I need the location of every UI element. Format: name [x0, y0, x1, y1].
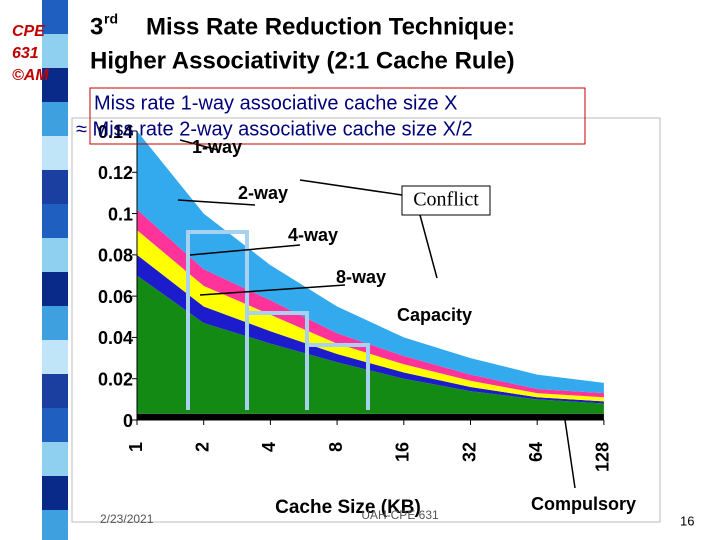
series-label: 1-way — [192, 137, 242, 157]
title: Miss Rate Reduction Technique: — [146, 13, 515, 40]
title: rd — [104, 11, 118, 27]
y-tick-label: 0.04 — [98, 328, 133, 348]
strip-block — [42, 272, 68, 306]
strip-block — [42, 102, 68, 136]
footer-date: 2/23/2021 — [100, 512, 154, 526]
arrows — [177, 139, 576, 489]
logo: CPE — [12, 23, 46, 40]
strip-block — [42, 0, 68, 34]
area — [137, 413, 604, 420]
y-tick-label: 0.14 — [98, 122, 133, 142]
subtitle: ≈ Miss rate 2-way associative cache size… — [76, 118, 473, 140]
title: 3 — [90, 13, 103, 40]
strip-block — [42, 170, 68, 204]
strip-block — [42, 68, 68, 102]
series-label: Compulsory — [531, 494, 636, 514]
x-tick-label: 16 — [393, 442, 413, 462]
y-tick-label: 0.06 — [98, 287, 133, 307]
y-tick-label: 0.12 — [98, 163, 133, 183]
x-tick-label: 1 — [126, 442, 146, 452]
rule-steps — [186, 230, 370, 410]
x-tick-label: 128 — [593, 442, 613, 472]
step — [186, 230, 249, 410]
x-tick-label: 64 — [526, 442, 546, 462]
arrow — [177, 199, 256, 206]
y-tick-label: 0.02 — [98, 369, 133, 389]
logo: 631 — [12, 45, 39, 62]
y-tick-label: 0.08 — [98, 246, 133, 266]
arrow — [419, 214, 438, 279]
strip-block — [42, 306, 68, 340]
subtitle-box — [89, 87, 586, 145]
arrow — [189, 244, 301, 256]
x-tick-label: 2 — [192, 442, 212, 452]
arrow — [299, 179, 403, 196]
arrow — [199, 284, 346, 296]
area — [137, 131, 604, 394]
step — [247, 311, 309, 410]
series-label: Capacity — [397, 305, 472, 325]
footer-course: UAH-CPE 631 — [361, 508, 439, 522]
area — [137, 230, 604, 402]
strip-block — [42, 136, 68, 170]
step — [307, 343, 370, 410]
subtitle: Miss rate 1-way associative cache size X — [94, 92, 457, 114]
strip-block — [42, 510, 68, 540]
title: Higher Associativity (2:1 Cache Rule) — [90, 47, 515, 74]
plot: 0 0.02 0.04 0.06 0.08 0.1 0.12 0.14 1 2 4 8 16 32 64 12… — [98, 122, 613, 472]
x-tick-label: 8 — [326, 442, 346, 452]
area — [137, 254, 604, 404]
conflict-label: Conflict — [413, 189, 479, 211]
x-tick-label: 32 — [459, 442, 479, 462]
logo: ©AM — [12, 67, 49, 84]
strip-block — [42, 204, 68, 238]
side-strip — [42, 0, 68, 540]
arrow — [564, 419, 576, 489]
strip-block — [42, 408, 68, 442]
strip-block — [42, 476, 68, 510]
page-number: 16 — [680, 513, 694, 528]
conflict-box — [401, 185, 491, 216]
area — [137, 275, 604, 414]
strip-block — [42, 340, 68, 374]
y-tick-label: 0.1 — [108, 204, 133, 224]
y-tick-label: 0 — [123, 411, 133, 431]
strip-block — [42, 238, 68, 272]
x-tick-label: 4 — [259, 442, 279, 452]
series-label: 4-way — [288, 225, 338, 245]
strip-block — [42, 34, 68, 68]
x-axis-label: Cache Size (KB) — [275, 497, 421, 518]
arrow — [179, 139, 219, 151]
series-label: 2-way — [238, 183, 288, 203]
strip-block — [42, 442, 68, 476]
strip-block — [42, 374, 68, 408]
series-label: 8-way — [336, 267, 386, 287]
